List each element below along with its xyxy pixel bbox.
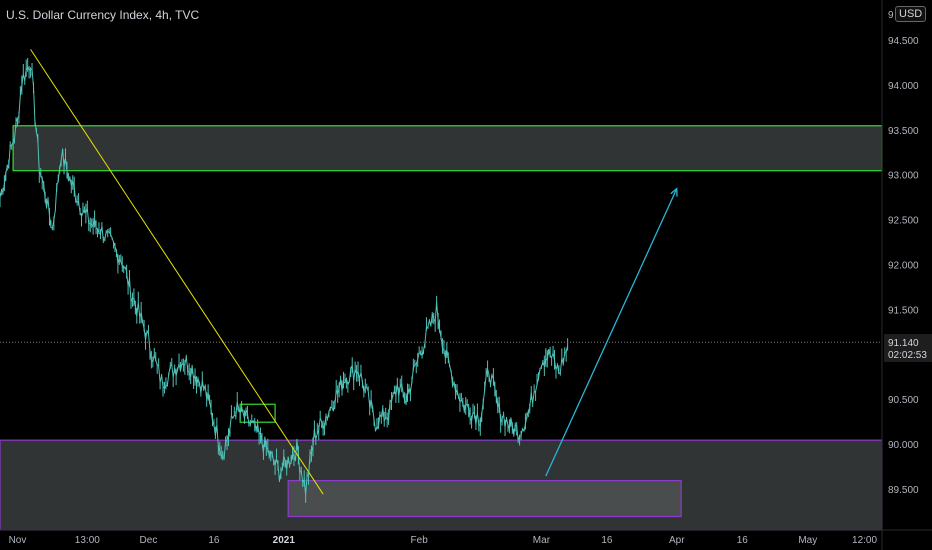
price-tick-label: 89.500 — [888, 485, 919, 496]
price-tick-label: 91.500 — [888, 305, 919, 316]
chart-title: U.S. Dollar Currency Index, 4h, TVC — [6, 8, 200, 22]
resistance-zone — [12, 125, 883, 172]
descending-trendline — [30, 49, 324, 495]
time-tick-label: 16 — [601, 535, 613, 546]
time-tick-label: Dec — [140, 535, 158, 546]
drawing-layer — [0, 49, 882, 495]
price-tick-label: 94.000 — [888, 81, 919, 92]
time-tick-label: May — [798, 535, 817, 546]
price-series — [0, 57, 569, 503]
time-tick-label: 16 — [737, 535, 749, 546]
price-tick-label-cut: 9 — [888, 10, 894, 21]
time-tick-label: 13:00 — [75, 535, 100, 546]
forecast-arrow-line — [545, 188, 678, 477]
zones-layer — [0, 125, 883, 531]
time-tick-label: Apr — [669, 535, 685, 546]
price-line — [0, 66, 569, 495]
price-tick-label: 90.000 — [888, 440, 919, 451]
time-tick-label: Mar — [533, 535, 551, 546]
time-axis[interactable]: Nov 13:00 Dec 16 2021 Feb Mar 16 Apr 16 May 12:00 — [9, 535, 878, 546]
price-tick-label: 93.000 — [888, 171, 919, 182]
price-tick-label: 94.500 — [888, 36, 919, 47]
price-tick-label: 93.500 — [888, 126, 919, 137]
time-tick-label: 2021 — [273, 535, 296, 546]
price-tick-label: 92.500 — [888, 216, 919, 227]
time-tick-label: Feb — [411, 535, 429, 546]
forecast-arrow-head — [670, 187, 678, 197]
time-tick-label: 12:00 — [852, 535, 877, 546]
price-tick-label: 90.500 — [888, 395, 919, 406]
bar-countdown-label: 02:02:53 — [888, 350, 927, 361]
time-tick-label: 16 — [208, 535, 220, 546]
price-tick-label: 92.000 — [888, 261, 919, 272]
price-axis[interactable]: 89.50090.00090.50091.00091.50092.00092.5… — [888, 10, 919, 496]
currency-badge[interactable]: USD — [895, 6, 927, 22]
last-price-label: 91.140 — [888, 338, 919, 349]
lower-demand-box — [287, 479, 682, 518]
last-price-tag-bg — [884, 334, 932, 362]
last-price-tag: 91.140 02:02:53 — [884, 334, 932, 362]
time-tick-label: Nov — [9, 535, 27, 546]
